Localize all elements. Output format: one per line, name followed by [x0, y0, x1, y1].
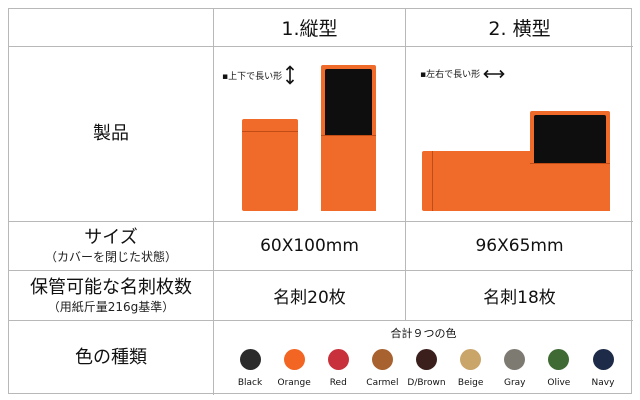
- color-swatch-orange: Orange: [274, 349, 314, 388]
- horizontal-note-text: ▪左右で長い形: [420, 70, 481, 80]
- size-label-cell: サイズ （カバーを閉じた状態）: [9, 222, 214, 271]
- horizontal-product-cell: ▪左右で長い形: [406, 47, 633, 222]
- color-dot: [548, 349, 570, 370]
- header-blank-cell: [9, 9, 214, 47]
- color-name: Red: [329, 378, 347, 388]
- capacity-label: 保管可能な名刺枚数: [30, 276, 192, 298]
- color-dot: [460, 349, 482, 370]
- color-name: Beige: [457, 378, 484, 388]
- color-dot: [504, 349, 526, 370]
- horizontal-size-value: 96X65mm: [406, 222, 633, 271]
- product-label: 製品: [93, 123, 129, 144]
- horizontal-case-open: [530, 111, 610, 211]
- color-swatch-dbrown: D/Brown: [407, 349, 447, 388]
- vertical-capacity-value: 名刺20枚: [214, 271, 406, 321]
- color-dot: [283, 349, 305, 370]
- color-swatch-list: Black Orange Red Carmel D/Brown Beige Gray Oliv…: [230, 349, 623, 388]
- color-swatch-black: Black: [230, 349, 270, 388]
- vertical-case-closed: [242, 119, 298, 211]
- color-swatch-red: Red: [318, 349, 358, 388]
- vertical-case-open: [321, 65, 376, 211]
- vertical-double-arrow-icon: [286, 65, 295, 85]
- color-dot: [327, 349, 349, 370]
- color-name: D/Brown: [407, 378, 446, 388]
- color-dot: [371, 349, 393, 370]
- size-sublabel: （カバーを閉じた状態）: [44, 250, 177, 264]
- vertical-note: ▪上下で長い形: [222, 65, 295, 85]
- horizontal-note: ▪左右で長い形: [420, 67, 505, 80]
- color-dot: [416, 349, 437, 370]
- color-swatch-beige: Beige: [451, 349, 491, 388]
- color-swatch-carmel: Carmel: [362, 349, 402, 388]
- horizontal-double-arrow-icon: [483, 69, 505, 78]
- color-dot: [592, 349, 614, 370]
- vertical-note-text: ▪上下で長い形: [222, 71, 283, 82]
- product-label-cell: 製品: [9, 47, 214, 222]
- vertical-size-value: 60X100mm: [214, 222, 406, 271]
- color-name: Gray: [503, 378, 526, 388]
- color-swatch-navy: Navy: [583, 349, 623, 388]
- horizontal-case-closed: [422, 151, 534, 211]
- color-name: Black: [237, 378, 263, 388]
- capacity-label-cell: 保管可能な名刺枚数 （用紙斤量216g基準）: [9, 271, 214, 321]
- color-name: Olive: [547, 378, 571, 388]
- colors-label: 色の種類: [75, 347, 147, 368]
- colors-cell: 合計９つの色 Black Orange Red Carmel D/Brown Beige G…: [214, 321, 633, 395]
- vertical-product-cell: ▪上下で長い形: [214, 47, 406, 222]
- color-dot: [239, 349, 261, 370]
- color-name: Navy: [591, 378, 615, 388]
- capacity-sublabel: （用紙斤量216g基準）: [47, 299, 175, 314]
- horizontal-capacity-value: 名刺18枚: [406, 271, 633, 321]
- colors-label-cell: 色の種類: [9, 321, 214, 395]
- color-swatch-gray: Gray: [495, 349, 535, 388]
- color-name: Carmel: [366, 378, 399, 388]
- comparison-table: 1.縦型 2. 横型 製品 ▪上下で長い形 ▪左右で長い形: [8, 8, 633, 395]
- size-label: サイズ: [84, 227, 138, 248]
- color-swatch-olive: Olive: [539, 349, 579, 388]
- colors-title: 合計９つの色: [390, 327, 457, 340]
- header-vertical-type: 1.縦型: [214, 9, 406, 47]
- header-horizontal-type: 2. 横型: [406, 9, 633, 47]
- color-name: Orange: [277, 378, 311, 388]
